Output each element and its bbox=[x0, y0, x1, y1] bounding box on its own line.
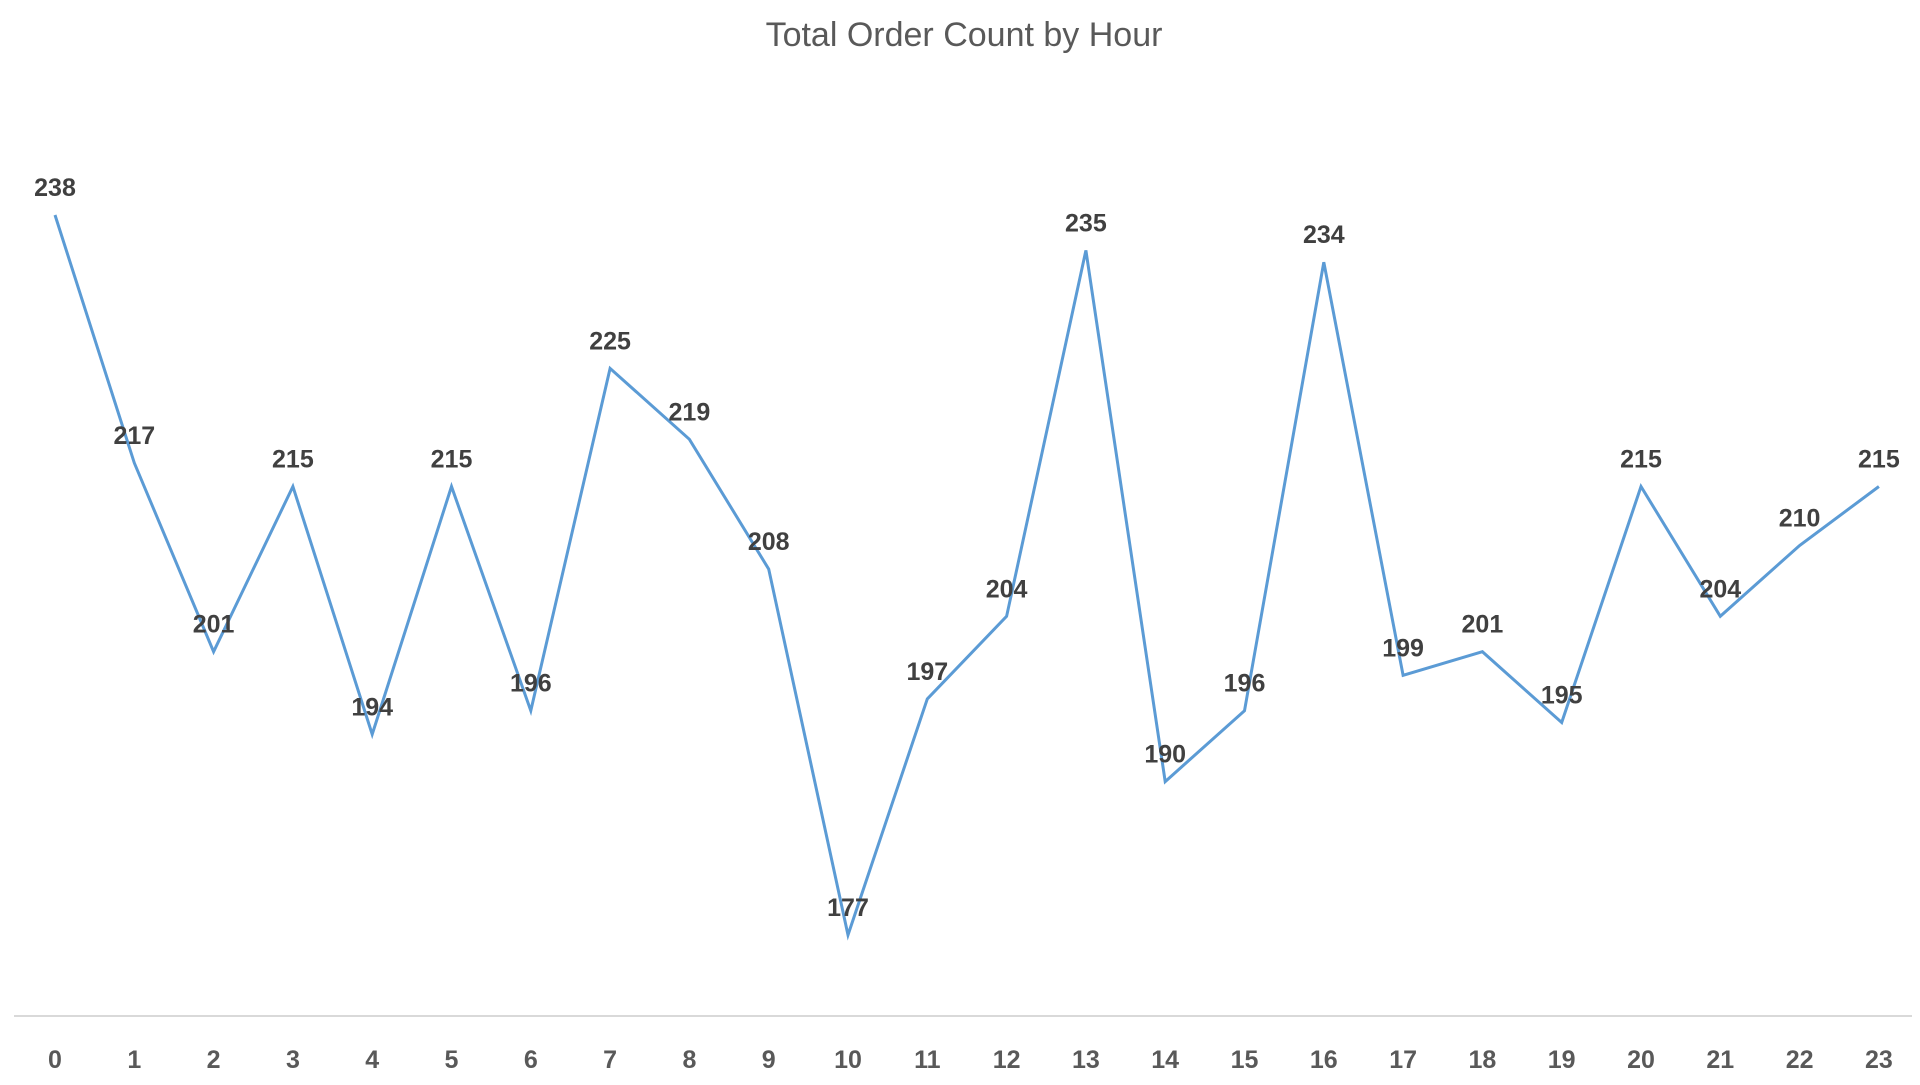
data-label-hour-1: 217 bbox=[113, 422, 155, 450]
x-tick-label-9: 9 bbox=[762, 1046, 776, 1074]
chart-title: Total Order Count by Hour bbox=[766, 16, 1163, 54]
data-label-hour-0: 238 bbox=[34, 174, 76, 202]
x-tick-label-7: 7 bbox=[603, 1046, 617, 1074]
data-label-hour-15: 196 bbox=[1224, 670, 1266, 698]
x-tick-label-8: 8 bbox=[682, 1046, 696, 1074]
data-label-hour-19: 195 bbox=[1541, 682, 1583, 710]
data-label-hour-6: 196 bbox=[510, 670, 552, 698]
data-label-hour-10: 177 bbox=[827, 894, 869, 922]
x-axis-tick-labels: 0 1 2 3 4 5 6 7 8 9 10 11 12 13 14 15 16 17 18 19 20 21 22 23 bbox=[48, 1046, 1893, 1074]
series-line bbox=[53, 214, 1880, 941]
x-tick-label-18: 18 bbox=[1468, 1046, 1496, 1074]
x-tick-label-21: 21 bbox=[1706, 1046, 1734, 1074]
data-label-hour-5: 215 bbox=[431, 446, 473, 474]
data-label-hour-12: 204 bbox=[986, 575, 1028, 603]
data-label-hour-17: 199 bbox=[1382, 634, 1424, 662]
data-label-hour-11: 197 bbox=[906, 658, 948, 686]
x-tick-label-3: 3 bbox=[286, 1046, 300, 1074]
x-tick-label-6: 6 bbox=[524, 1046, 538, 1074]
data-label-hour-16: 234 bbox=[1303, 221, 1345, 249]
x-tick-label-5: 5 bbox=[445, 1046, 459, 1074]
data-label-hour-8: 219 bbox=[669, 398, 711, 426]
x-tick-label-17: 17 bbox=[1389, 1046, 1417, 1074]
x-tick-label-19: 19 bbox=[1548, 1046, 1576, 1074]
x-tick-label-15: 15 bbox=[1231, 1046, 1259, 1074]
data-label-hour-3: 215 bbox=[272, 446, 314, 474]
data-label-hour-23: 215 bbox=[1858, 446, 1900, 474]
x-tick-label-22: 22 bbox=[1786, 1046, 1814, 1074]
x-tick-label-2: 2 bbox=[207, 1046, 221, 1074]
x-tick-label-23: 23 bbox=[1865, 1046, 1893, 1074]
data-label-hour-22: 210 bbox=[1779, 505, 1821, 533]
x-tick-label-10: 10 bbox=[834, 1046, 862, 1074]
data-label-hour-2: 201 bbox=[193, 611, 235, 639]
x-tick-label-13: 13 bbox=[1072, 1046, 1100, 1074]
data-labels-group: 238 217 201 215 194 215 196 225 219 208 177 197 204 2… bbox=[34, 174, 1900, 922]
data-label-hour-7: 225 bbox=[589, 327, 631, 355]
x-tick-label-1: 1 bbox=[127, 1046, 141, 1074]
data-label-hour-9: 208 bbox=[748, 528, 790, 556]
x-tick-label-14: 14 bbox=[1151, 1046, 1179, 1074]
data-label-hour-20: 215 bbox=[1620, 446, 1662, 474]
x-tick-label-12: 12 bbox=[993, 1046, 1021, 1074]
x-tick-label-0: 0 bbox=[48, 1046, 62, 1074]
data-label-hour-13: 235 bbox=[1065, 209, 1107, 237]
data-label-hour-14: 190 bbox=[1144, 741, 1186, 769]
x-tick-label-16: 16 bbox=[1310, 1046, 1338, 1074]
x-tick-label-20: 20 bbox=[1627, 1046, 1655, 1074]
data-label-hour-21: 204 bbox=[1699, 575, 1741, 603]
data-label-hour-18: 201 bbox=[1462, 611, 1504, 639]
data-label-hour-4: 194 bbox=[351, 693, 393, 721]
x-tick-label-4: 4 bbox=[365, 1046, 379, 1074]
x-tick-label-11: 11 bbox=[914, 1046, 941, 1074]
